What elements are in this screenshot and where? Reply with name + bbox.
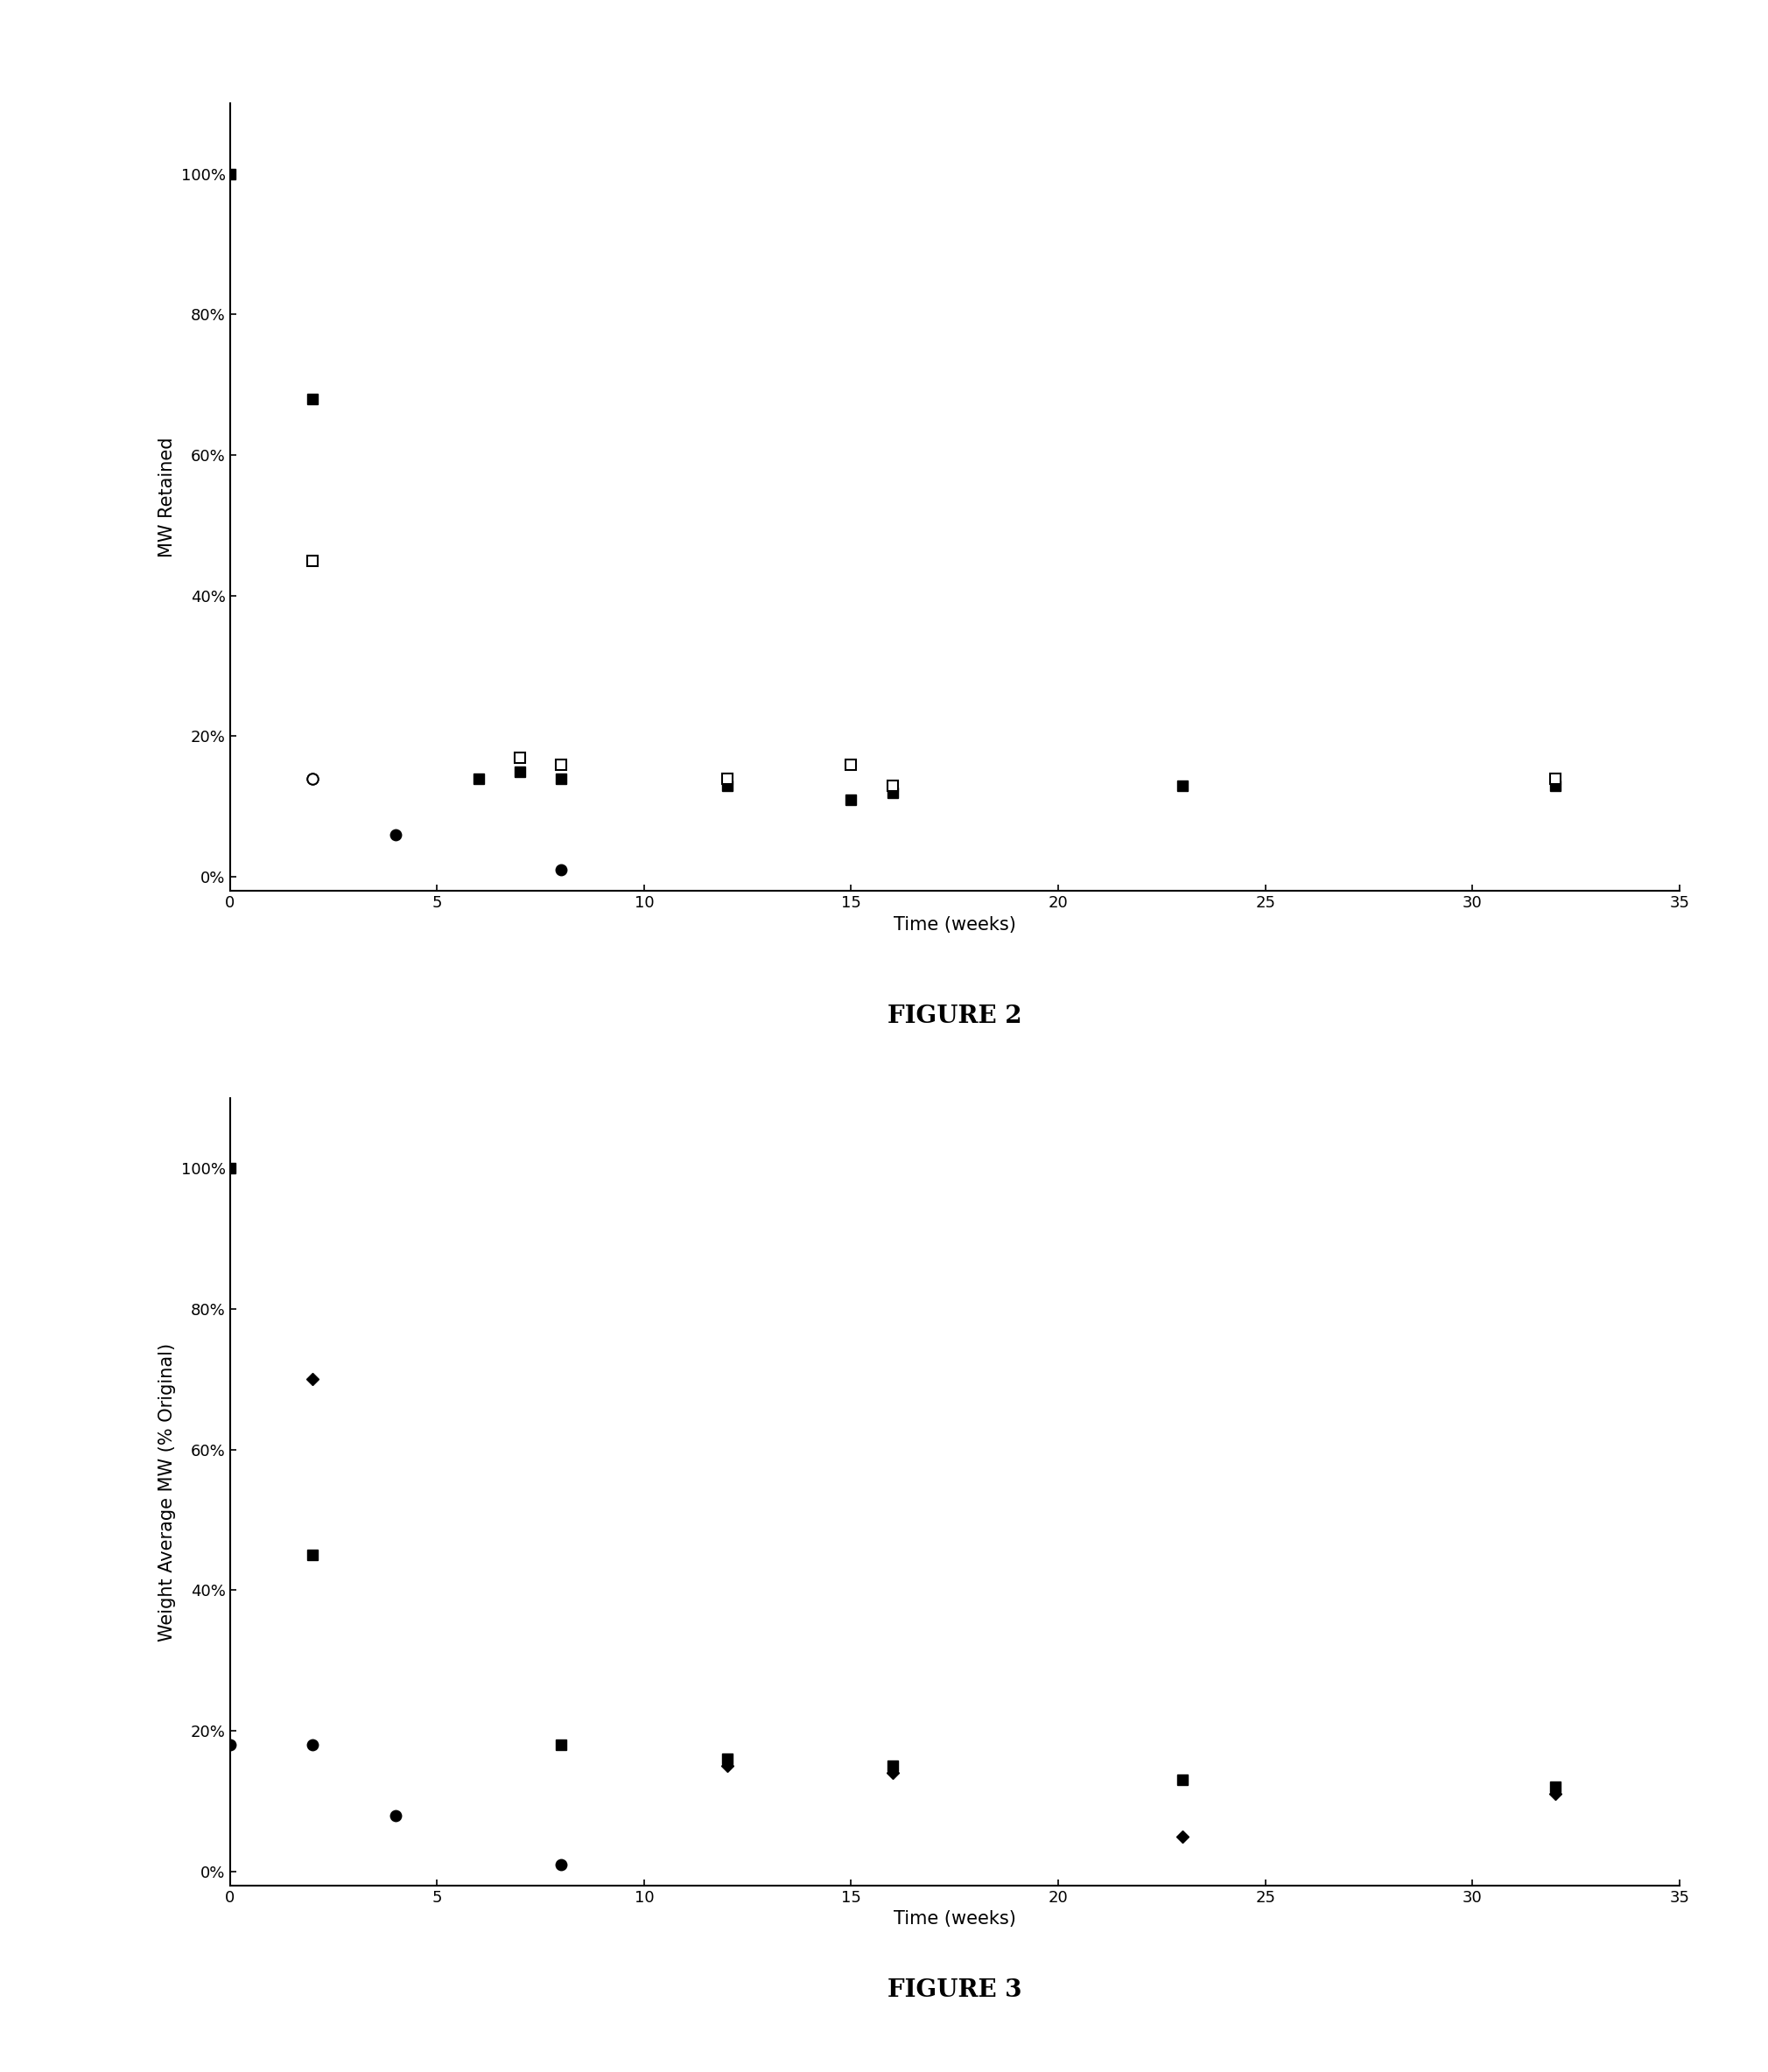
Y-axis label: MW Retained: MW Retained <box>159 437 177 557</box>
X-axis label: Time (weeks): Time (weeks) <box>893 916 1017 932</box>
Text: FIGURE 2: FIGURE 2 <box>888 1005 1022 1028</box>
X-axis label: Time (weeks): Time (weeks) <box>893 1910 1017 1927</box>
Text: FIGURE 3: FIGURE 3 <box>888 1979 1022 2002</box>
Y-axis label: Weight Average MW (% Original): Weight Average MW (% Original) <box>159 1343 177 1641</box>
